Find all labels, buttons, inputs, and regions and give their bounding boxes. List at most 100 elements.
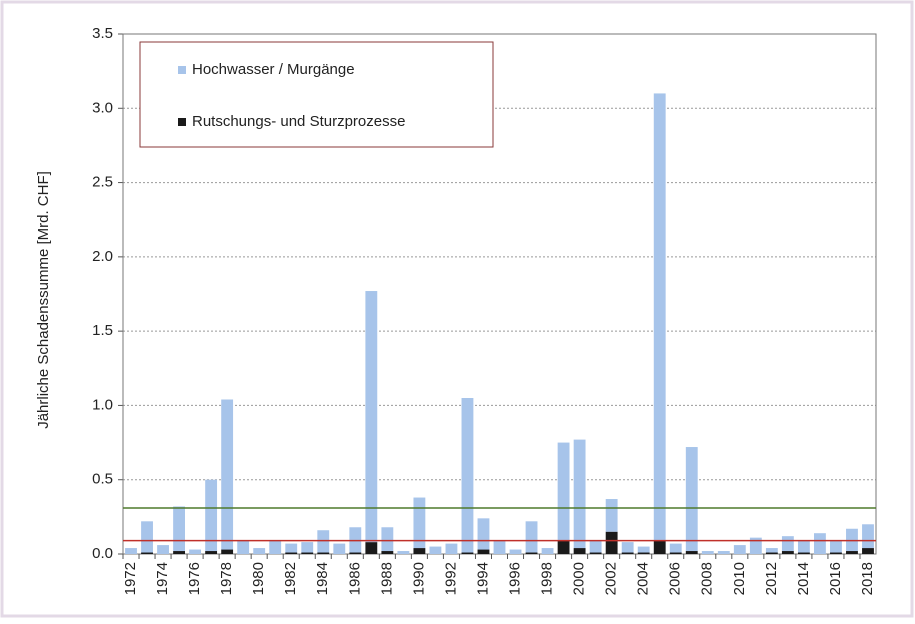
bar	[509, 549, 522, 554]
bar	[573, 439, 586, 549]
y-axis-label: Jährliche Schadenssumme [Mrd. CHF]	[35, 171, 52, 429]
bar	[413, 497, 426, 549]
bar	[461, 398, 474, 553]
x-tick-label: 2008	[699, 562, 716, 595]
bar	[813, 533, 826, 554]
x-tick-label: 2012	[763, 562, 780, 595]
bar	[477, 518, 490, 550]
bar	[621, 542, 634, 553]
y-tick-label: 0.5	[92, 471, 113, 488]
bar	[205, 551, 218, 554]
x-tick-label: 1986	[346, 562, 363, 595]
x-tick-label: 2006	[667, 562, 684, 595]
bar	[733, 545, 746, 554]
bar	[781, 536, 794, 552]
x-tick-label: 2010	[731, 562, 748, 595]
bar	[605, 499, 618, 532]
bar	[381, 551, 394, 554]
bar	[765, 552, 778, 554]
bar	[797, 540, 810, 553]
bar	[349, 552, 362, 554]
x-tick-label: 2004	[635, 562, 652, 595]
x-tick-label: 1998	[539, 562, 556, 595]
bar	[301, 552, 314, 554]
y-tick-label: 3.5	[92, 25, 113, 42]
bar	[653, 540, 666, 554]
bar	[701, 551, 714, 554]
x-tick-label: 1982	[282, 562, 299, 595]
bar	[285, 552, 298, 554]
bar	[717, 551, 730, 554]
x-tick-label: 1972	[122, 562, 139, 595]
bar	[253, 548, 266, 554]
x-tick-label: 1996	[506, 562, 523, 595]
bar	[477, 549, 490, 554]
bar	[397, 551, 410, 554]
bar	[589, 540, 602, 553]
bar	[173, 551, 186, 554]
x-tick-label: 2014	[795, 562, 812, 595]
legend-box	[139, 41, 494, 148]
legend-swatch	[178, 118, 186, 126]
bar	[669, 543, 682, 553]
bar	[862, 548, 874, 554]
bar	[685, 447, 698, 552]
bar	[285, 543, 298, 553]
bar	[781, 551, 794, 554]
bar	[157, 545, 169, 554]
bar	[221, 549, 234, 554]
bar	[797, 552, 810, 554]
bar	[749, 537, 762, 554]
bar	[669, 552, 682, 554]
bar	[573, 548, 586, 554]
x-tick-label: 1980	[250, 562, 267, 595]
y-tick-label: 0.0	[92, 545, 113, 562]
bar	[621, 552, 634, 554]
bar	[333, 543, 346, 554]
bar	[317, 552, 330, 554]
bar	[141, 552, 153, 554]
bar	[589, 552, 602, 554]
bar	[237, 540, 250, 554]
y-tick-label: 3.0	[92, 99, 113, 116]
bar	[637, 552, 650, 554]
bar	[301, 542, 314, 553]
bar	[830, 540, 842, 553]
x-tick-label: 1994	[474, 562, 491, 595]
x-tick-label: 1992	[442, 562, 459, 595]
x-tick-label: 1974	[154, 562, 171, 595]
bar	[525, 552, 538, 554]
bar	[221, 399, 234, 550]
bar	[269, 540, 282, 554]
bar	[413, 548, 426, 554]
bar	[173, 506, 186, 552]
x-tick-label: 2000	[571, 562, 588, 595]
bar	[765, 548, 778, 553]
bar	[429, 546, 442, 554]
bar	[525, 521, 538, 553]
bar	[205, 479, 218, 552]
bar	[637, 546, 650, 553]
x-tick-label: 1976	[186, 562, 203, 595]
bar	[365, 291, 378, 543]
bar	[862, 524, 874, 549]
x-tick-label: 2016	[827, 562, 844, 595]
bar	[605, 531, 618, 554]
bar	[830, 552, 842, 554]
bar	[125, 548, 137, 554]
x-tick-label: 1988	[378, 562, 395, 595]
bar	[557, 540, 570, 554]
bar	[846, 551, 858, 554]
bar	[445, 543, 458, 554]
legend-swatch	[178, 66, 186, 74]
bar	[685, 551, 698, 554]
bar	[365, 542, 378, 554]
y-tick-label: 1.0	[92, 396, 113, 413]
bar	[653, 93, 666, 541]
bar	[461, 552, 474, 554]
bar	[381, 527, 394, 552]
bar	[557, 442, 570, 541]
y-tick-label: 2.5	[92, 174, 113, 191]
y-tick-label: 2.0	[92, 248, 113, 265]
